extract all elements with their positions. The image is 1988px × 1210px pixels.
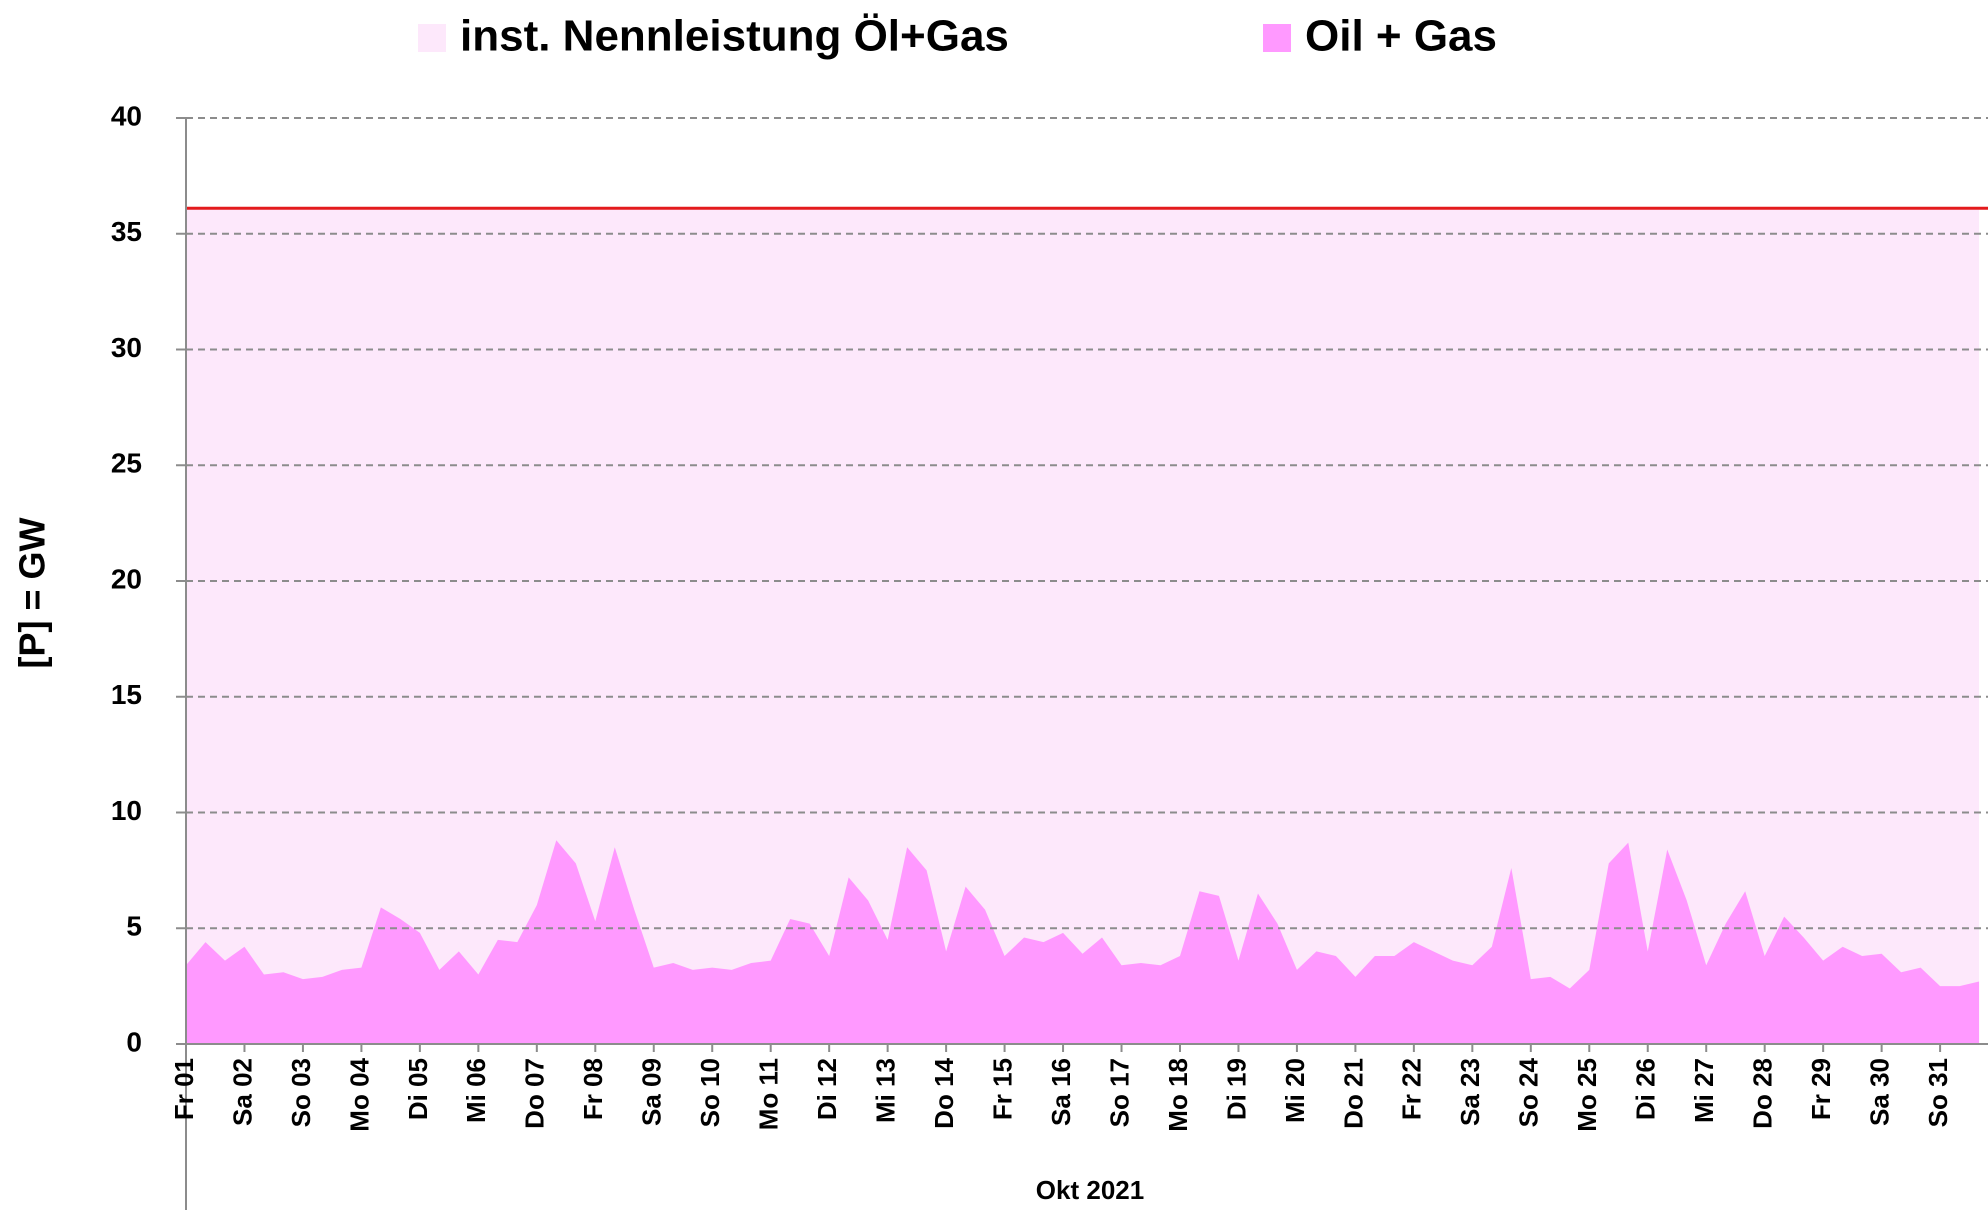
x-tick-label: Mi 20 [1280,1058,1310,1123]
x-tick-label: So 31 [1923,1058,1953,1127]
x-tick-label: Fr 29 [1806,1058,1836,1120]
x-tick-label: Sa 30 [1865,1058,1895,1126]
y-tick-label: 40 [111,100,142,131]
x-tick-label: Mo 18 [1163,1058,1193,1132]
x-tick-label: Di 19 [1221,1058,1251,1120]
y-tick-label: 25 [111,448,142,479]
y-tick-label: 35 [111,216,142,247]
x-tick-label: Sa 09 [637,1058,667,1126]
x-tick-label: Mi 27 [1689,1058,1719,1123]
y-tick-label: 0 [126,1026,142,1057]
plot-area [186,206,1988,1044]
x-tick-label: Do 07 [520,1058,550,1129]
x-tick-label: Sa 23 [1455,1058,1485,1126]
x-tick-label: Di 12 [812,1058,842,1120]
y-tick-label: 10 [111,795,142,826]
x-tick-label: So 24 [1514,1057,1544,1127]
x-axis-label: Okt 2021 [1036,1175,1144,1205]
y-tick-label: 20 [111,563,142,594]
x-tick-label: Di 05 [403,1058,433,1120]
y-tick-label: 30 [111,332,142,363]
y-tick-label: 5 [126,911,142,942]
x-tick-label: Do 14 [929,1057,959,1128]
x-tick-label: Mo 25 [1572,1058,1602,1132]
x-tick-label: Fr 08 [578,1058,608,1120]
x-tick-label: Do 21 [1338,1058,1368,1129]
area [186,208,1980,1044]
x-tick-label: Di 26 [1631,1058,1661,1120]
area [186,840,1980,1044]
y-axis-label: [P] = GW [12,517,53,668]
legend-label: Oil + Gas [1305,12,1497,61]
x-tick-label: So 03 [286,1058,316,1127]
x-tick-label: Mo 11 [754,1058,784,1130]
legend-swatch [418,24,446,52]
x-tick-label: So 10 [695,1058,725,1127]
x-tick-label: Fr 01 [169,1058,199,1120]
legend-swatch [1263,24,1291,52]
y-tick-label: 15 [111,679,142,710]
x-tick-label: Mi 06 [461,1058,491,1123]
x-tick-label: Fr 15 [987,1058,1017,1120]
x-tick-label: So 17 [1104,1058,1134,1127]
x-tick-label: Sa 16 [1046,1058,1076,1126]
x-tick-label: Sa 02 [227,1058,257,1126]
x-tick-label: Mi 13 [871,1058,901,1123]
x-tick-label: Mo 04 [344,1057,374,1131]
x-tick-label: Fr 22 [1397,1058,1427,1120]
legend-label: inst. Nennleistung Öl+Gas [460,12,1009,61]
x-tick-label: Do 28 [1748,1058,1778,1129]
